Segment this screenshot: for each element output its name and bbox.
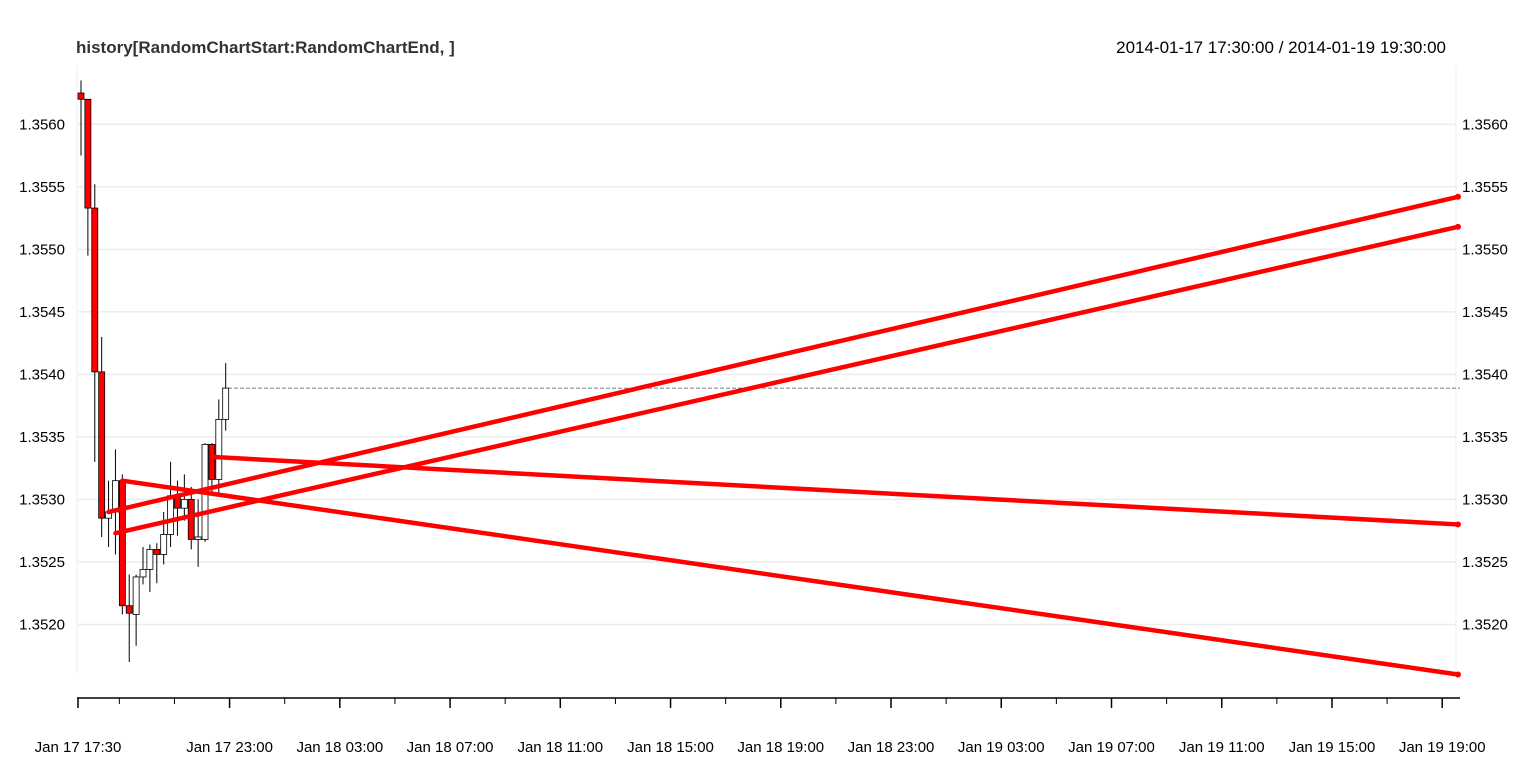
y-tick-label-left: 1.3530 xyxy=(19,491,65,508)
trend-line-end-dot xyxy=(1455,521,1461,528)
y-tick-label-right: 1.3530 xyxy=(1462,491,1508,508)
y-tick-label-left: 1.3545 xyxy=(19,304,65,321)
x-tick-label: Jan 19 19:00 xyxy=(1399,739,1486,756)
trend-lines xyxy=(106,193,1461,678)
y-tick-label-right: 1.3555 xyxy=(1462,179,1508,196)
trend-line-2 xyxy=(113,224,1461,536)
candle-body xyxy=(112,480,119,513)
gridlines xyxy=(78,123,1456,626)
candle-body xyxy=(118,480,126,607)
y-tick-label-left: 1.3540 xyxy=(19,366,65,383)
candle-body xyxy=(153,549,161,555)
x-tick-label: Jan 19 03:00 xyxy=(958,739,1045,756)
candle-body xyxy=(180,499,188,509)
y-tick-label-left: 1.3560 xyxy=(19,116,65,133)
date-range-label: 2014-01-17 17:30:00 / 2014-01-19 19:30:0… xyxy=(1116,38,1446,57)
y-axis-left-labels: 1.3520 1.3525 1.3530 1.3535 1.3540 1.3545 1.35… xyxy=(19,116,65,633)
candle-body xyxy=(167,495,174,535)
trend-line-1 xyxy=(106,194,1461,515)
trend-line-end-dot xyxy=(1455,223,1461,230)
y-tick-label-right: 1.3540 xyxy=(1462,366,1508,383)
trend-line-end-dot xyxy=(1455,193,1461,200)
candle-body xyxy=(146,549,154,570)
trend-line-3 xyxy=(120,478,1461,677)
y-tick-label-right: 1.3560 xyxy=(1462,116,1508,133)
candle-body xyxy=(77,92,85,100)
y-tick-label-left: 1.3520 xyxy=(19,616,65,633)
candle-body xyxy=(160,534,168,555)
x-tick-label: Jan 18 23:00 xyxy=(848,739,935,756)
x-tick-label: Jan 18 15:00 xyxy=(627,739,714,756)
candle-body xyxy=(208,444,216,480)
x-tick-label: Jan 19 11:00 xyxy=(1179,739,1265,756)
candle-body xyxy=(132,576,140,615)
x-tick-label: Jan 18 03:00 xyxy=(296,739,383,756)
x-tick-label: Jan 17 17:30 xyxy=(35,739,122,756)
x-tick-label: Jan 17 23:00 xyxy=(186,739,273,756)
y-tick-label-left: 1.3525 xyxy=(19,554,65,571)
y-tick-label-right: 1.3545 xyxy=(1462,304,1508,321)
x-tick-label: Jan 18 19:00 xyxy=(737,739,824,756)
y-tick-label-right: 1.3525 xyxy=(1462,554,1508,571)
y-tick-label-right: 1.3520 xyxy=(1462,616,1508,633)
x-tick-label: Jan 18 11:00 xyxy=(517,739,603,756)
candle-body xyxy=(222,387,230,420)
candle-body xyxy=(91,207,99,373)
candle-body xyxy=(84,98,92,209)
x-tick-label: Jan 19 07:00 xyxy=(1068,739,1155,756)
y-tick-label-right: 1.3550 xyxy=(1462,241,1508,258)
x-axis-ticks: Jan 17 17:30 Jan 17 23:00 Jan 18 03:00 Jan … xyxy=(35,698,1486,756)
candle-body xyxy=(187,499,195,540)
y-axis-right-labels: 1.3520 1.3525 1.3530 1.3535 1.3540 1.3545 1.35… xyxy=(1462,116,1508,633)
candle-body xyxy=(215,418,223,480)
candle-body xyxy=(194,536,202,540)
chart-title: history[RandomChartStart:RandomChartEnd,… xyxy=(76,38,455,57)
candle-body xyxy=(125,605,133,614)
x-tick-label: Jan 18 07:00 xyxy=(407,739,494,756)
candle-body xyxy=(98,371,106,519)
trend-line-4 xyxy=(209,454,1461,527)
y-tick-label-left: 1.3555 xyxy=(19,179,65,196)
y-tick-label-left: 1.3550 xyxy=(19,241,65,258)
trend-line-end-dot xyxy=(1455,671,1461,678)
candles xyxy=(77,80,230,662)
y-tick-label-right: 1.3535 xyxy=(1462,429,1508,446)
x-tick-label: Jan 19 15:00 xyxy=(1289,739,1376,756)
y-tick-label-left: 1.3535 xyxy=(19,429,65,446)
candle-body xyxy=(139,569,147,578)
